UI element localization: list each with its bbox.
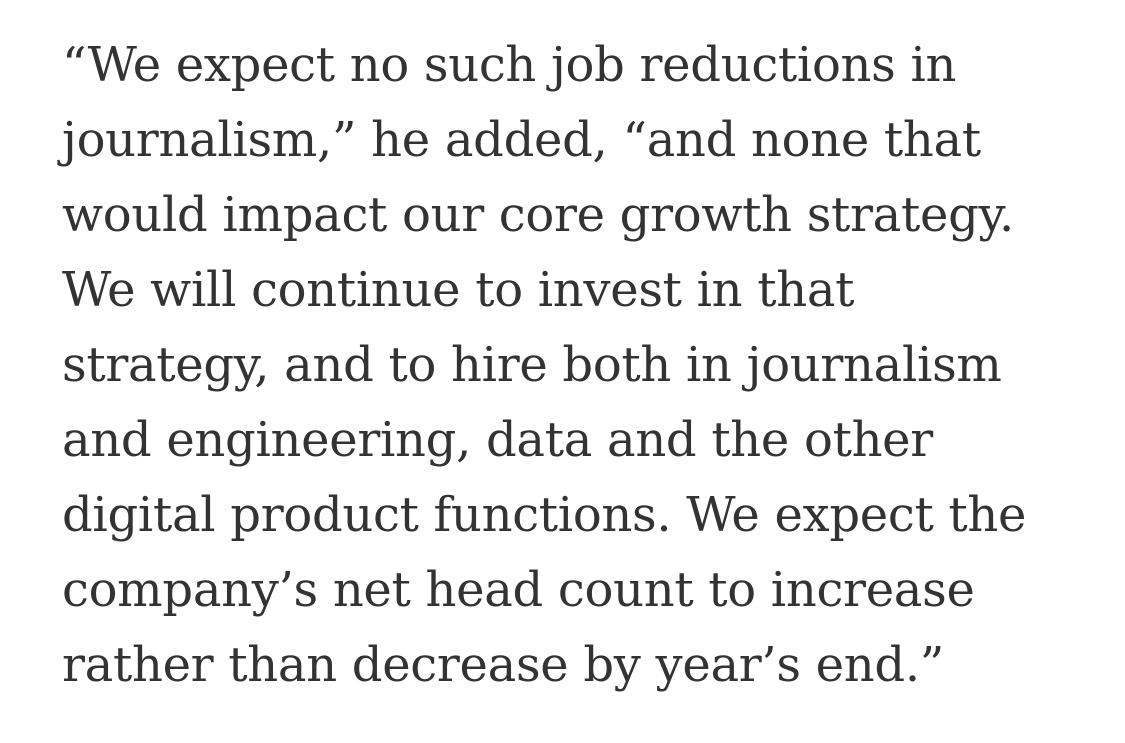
paragraph-line-8: company’s net head count to increase xyxy=(62,562,975,618)
paragraph-line-1: “We expect no such job reductions in xyxy=(62,37,957,93)
paragraph-line-6: and engineering, data and the other xyxy=(62,412,933,468)
article-paragraph: “We expect no such job reductions in jou… xyxy=(62,28,1102,703)
paragraph-line-3: would impact our core growth strategy. xyxy=(62,187,1014,243)
paragraph-line-7: digital product functions. We expect the xyxy=(62,487,1027,543)
paragraph-line-9: rather than decrease by year’s end.” xyxy=(62,637,945,693)
paragraph-line-5: strategy, and to hire both in journalism xyxy=(62,337,1002,393)
paragraph-line-4: We will continue to invest in that xyxy=(62,262,855,318)
paragraph-line-2: journalism,” he added, “and none that xyxy=(62,112,981,168)
